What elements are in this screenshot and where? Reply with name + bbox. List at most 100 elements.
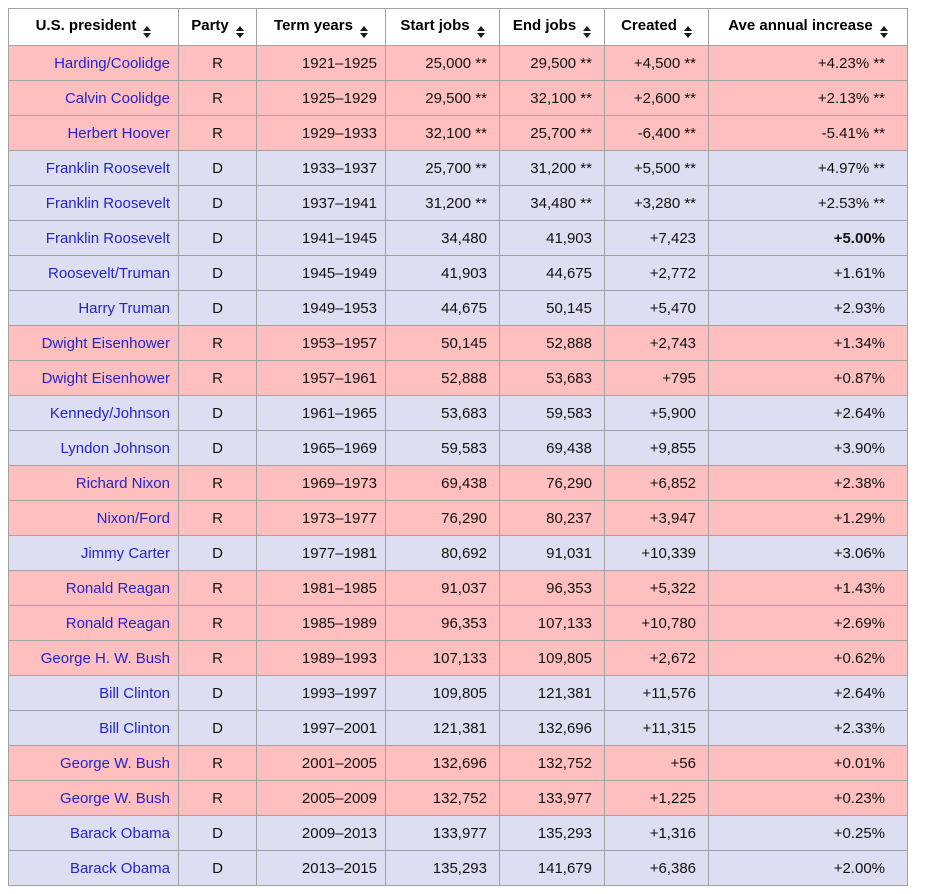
created-cell: +56 [604, 745, 709, 781]
start-cell: 133,977 [385, 815, 500, 851]
term-cell: 1969–1973 [256, 465, 386, 501]
start-cell: 91,037 [385, 570, 500, 606]
sort-arrows-icon [143, 25, 152, 38]
created-cell: +4,500 ** [604, 45, 709, 81]
created-cell: +11,315 [604, 710, 709, 746]
column-header-term[interactable]: Term years [256, 8, 386, 46]
president-link[interactable]: George W. Bush [59, 789, 170, 807]
party-cell: R [178, 570, 257, 606]
term-cell: 1929–1933 [256, 115, 386, 151]
column-header-label: Start jobs [400, 16, 470, 34]
created-cell: +10,339 [604, 535, 709, 571]
presidents-jobs-table: U.S. president Party Term years Start jobs E… [8, 8, 908, 886]
president-link[interactable]: Bill Clinton [99, 684, 170, 702]
president-link[interactable]: Franklin Roosevelt [45, 229, 170, 247]
president-cell: Jimmy Carter [8, 535, 179, 571]
term-cell: 1957–1961 [256, 360, 386, 396]
president-link[interactable]: Harding/Coolidge [54, 54, 170, 72]
header-row: U.S. president Party Term years Start jobs E… [8, 8, 908, 46]
sort-arrows-icon [476, 25, 485, 38]
president-link[interactable]: Harry Truman [78, 299, 170, 317]
table-row: Lyndon Johnson D 1965–1969 59,583 69,438 +9,8… [8, 430, 908, 466]
table-row: Harding/Coolidge R 1921–1925 25,000 ** 29,50… [8, 45, 908, 81]
president-link[interactable]: Lyndon Johnson [60, 439, 170, 457]
table-row: Dwight Eisenhower R 1953–1957 50,145 52,888 +… [8, 325, 908, 361]
president-link[interactable]: Richard Nixon [75, 474, 170, 492]
president-cell: Franklin Roosevelt [8, 220, 179, 256]
party-cell: R [178, 115, 257, 151]
president-link[interactable]: Franklin Roosevelt [45, 159, 170, 177]
created-cell: +6,386 [604, 850, 709, 886]
president-cell: Franklin Roosevelt [8, 150, 179, 186]
president-cell: George W. Bush [8, 780, 179, 816]
table-row: George W. Bush R 2005–2009 132,752 133,977 +1… [8, 780, 908, 816]
party-cell: R [178, 640, 257, 676]
president-link[interactable]: Ronald Reagan [65, 579, 170, 597]
president-link[interactable]: Roosevelt/Truman [48, 264, 170, 282]
president-link[interactable]: Ronald Reagan [65, 614, 170, 632]
increase-cell: +4.97% ** [708, 150, 908, 186]
term-cell: 1981–1985 [256, 570, 386, 606]
party-cell: R [178, 605, 257, 641]
created-cell: +2,672 [604, 640, 709, 676]
president-link[interactable]: George H. W. Bush [40, 649, 170, 667]
party-cell: D [178, 185, 257, 221]
president-link[interactable]: Jimmy Carter [80, 544, 170, 562]
end-cell: 44,675 [499, 255, 605, 291]
created-cell: +1,316 [604, 815, 709, 851]
president-link[interactable]: George W. Bush [59, 754, 170, 772]
party-cell: D [178, 290, 257, 326]
party-cell: D [178, 675, 257, 711]
term-cell: 1937–1941 [256, 185, 386, 221]
president-link[interactable]: Barack Obama [69, 859, 170, 877]
start-cell: 53,683 [385, 395, 500, 431]
president-link[interactable]: Calvin Coolidge [64, 89, 170, 107]
increase-cell: +5.00% [708, 220, 908, 256]
president-cell: Calvin Coolidge [8, 80, 179, 116]
president-link[interactable]: Kennedy/Johnson [49, 404, 170, 422]
party-cell: D [178, 815, 257, 851]
table-header: U.S. president Party Term years Start jobs E… [8, 8, 908, 46]
president-link[interactable]: Barack Obama [69, 824, 170, 842]
president-link[interactable]: Herbert Hoover [67, 124, 170, 142]
start-cell: 41,903 [385, 255, 500, 291]
column-header-increase[interactable]: Ave annual increase [708, 8, 908, 46]
column-header-party[interactable]: Party [178, 8, 257, 46]
column-header-created[interactable]: Created [604, 8, 709, 46]
start-cell: 32,100 ** [385, 115, 500, 151]
table-row: Harry Truman D 1949–1953 44,675 50,145 +5,470… [8, 290, 908, 326]
column-header-start[interactable]: Start jobs [385, 8, 500, 46]
president-link[interactable]: Dwight Eisenhower [41, 369, 170, 387]
table-row: Jimmy Carter D 1977–1981 80,692 91,031 +10,33… [8, 535, 908, 571]
president-cell: Ronald Reagan [8, 570, 179, 606]
president-cell: Kennedy/Johnson [8, 395, 179, 431]
end-cell: 52,888 [499, 325, 605, 361]
increase-cell: +2.64% [708, 675, 908, 711]
start-cell: 25,000 ** [385, 45, 500, 81]
president-link[interactable]: Nixon/Ford [96, 509, 170, 527]
table-row: Nixon/Ford R 1973–1977 76,290 80,237 +3,947 +1… [8, 500, 908, 536]
president-link[interactable]: Franklin Roosevelt [45, 194, 170, 212]
start-cell: 29,500 ** [385, 80, 500, 116]
increase-cell: +0.62% [708, 640, 908, 676]
president-cell: Harding/Coolidge [8, 45, 179, 81]
end-cell: 34,480 ** [499, 185, 605, 221]
table-row: Calvin Coolidge R 1925–1929 29,500 ** 32,100… [8, 80, 908, 116]
end-cell: 53,683 [499, 360, 605, 396]
increase-cell: +2.38% [708, 465, 908, 501]
created-cell: +3,947 [604, 500, 709, 536]
sort-arrows-icon [683, 25, 692, 38]
president-link[interactable]: Bill Clinton [99, 719, 170, 737]
president-cell: Ronald Reagan [8, 605, 179, 641]
president-cell: Barack Obama [8, 850, 179, 886]
term-cell: 1949–1953 [256, 290, 386, 326]
term-cell: 1921–1925 [256, 45, 386, 81]
increase-cell: +2.53% ** [708, 185, 908, 221]
term-cell: 1953–1957 [256, 325, 386, 361]
increase-cell: -5.41% ** [708, 115, 908, 151]
table-row: Franklin Roosevelt D 1937–1941 31,200 ** 34,… [8, 185, 908, 221]
column-header-president[interactable]: U.S. president [8, 8, 179, 46]
column-header-end[interactable]: End jobs [499, 8, 605, 46]
president-link[interactable]: Dwight Eisenhower [41, 334, 170, 352]
column-header-label: Ave annual increase [728, 16, 873, 34]
